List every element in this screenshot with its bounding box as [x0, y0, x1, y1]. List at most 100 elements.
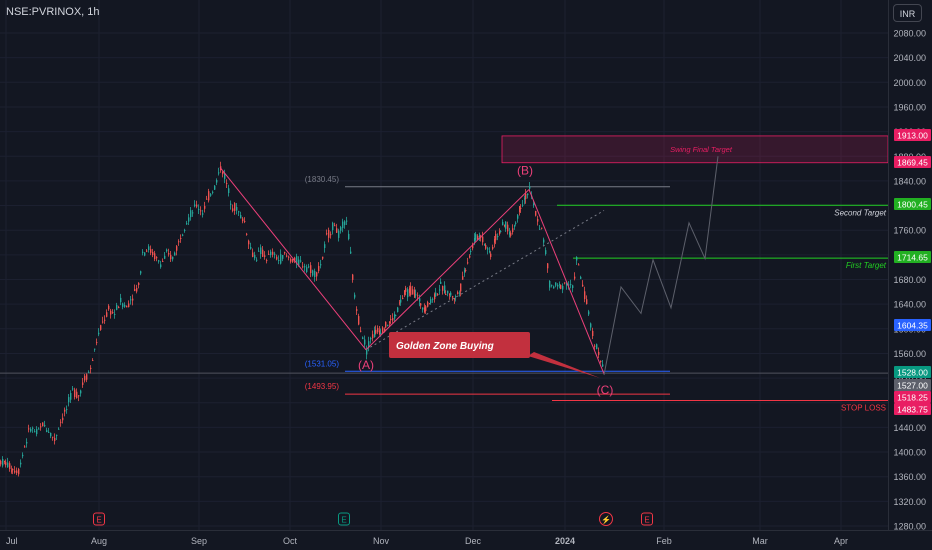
- candle-body: [535, 210, 537, 216]
- candle-body: [306, 267, 308, 273]
- candle-body: [407, 289, 409, 298]
- candle-body: [462, 276, 464, 280]
- earnings-icon: [641, 512, 653, 526]
- candle-body: [465, 269, 467, 271]
- candle-body: [68, 397, 70, 403]
- y-tick-label: 1520.00: [893, 374, 926, 384]
- candle-body: [412, 289, 414, 295]
- price-label-box: [894, 379, 931, 391]
- candle-body: [22, 454, 24, 457]
- candle-body: [590, 323, 592, 328]
- candle-body: [268, 253, 270, 255]
- candle-body: [318, 266, 320, 271]
- candle-body: [424, 307, 426, 312]
- x-tick-label: Oct: [283, 536, 298, 546]
- candle-body: [304, 266, 306, 268]
- candle-body: [156, 257, 158, 259]
- candle-body: [584, 291, 586, 300]
- price-label-box: [894, 403, 931, 415]
- candle-body: [24, 446, 26, 448]
- candle-body: [322, 256, 324, 259]
- candle-body: [470, 251, 472, 253]
- candle-body: [409, 287, 411, 294]
- candle-body: [405, 288, 407, 292]
- candle-body: [568, 284, 570, 286]
- candle-body: [160, 264, 162, 268]
- candle-body: [576, 256, 578, 261]
- earnings-icon: [338, 512, 350, 526]
- candle-body: [286, 255, 288, 257]
- candle-body: [110, 310, 112, 315]
- candle-body: [543, 239, 545, 243]
- candle-body: [176, 246, 178, 251]
- candle-body: [18, 468, 20, 475]
- golden-zone-callout: Golden Zone Buying: [389, 332, 600, 378]
- candle-body: [246, 233, 248, 235]
- price-label: 1714.65: [897, 253, 928, 263]
- price-label-box: [894, 366, 931, 378]
- candle-body: [452, 296, 454, 298]
- candle-body: [48, 431, 50, 433]
- candle-body: [114, 313, 116, 315]
- candle-body: [128, 303, 130, 308]
- candle-body: [559, 283, 561, 285]
- candle-body: [52, 436, 54, 438]
- candle-body: [108, 305, 110, 310]
- candle-body: [132, 298, 134, 301]
- candle-body: [92, 360, 94, 362]
- candle-body: [196, 204, 198, 207]
- candle-body: [238, 211, 240, 213]
- candle-body: [553, 286, 555, 289]
- candle-body: [116, 305, 118, 310]
- price-label: 1483.75: [897, 405, 928, 415]
- candle-body: [226, 182, 228, 184]
- candle-body: [64, 409, 66, 412]
- candle-body: [14, 470, 16, 473]
- candle-body: [479, 235, 481, 237]
- candle-body: [507, 224, 509, 232]
- candle-body: [402, 297, 404, 299]
- candle-body: [527, 193, 529, 196]
- price-label-box: [894, 251, 931, 263]
- candle-body: [280, 254, 282, 264]
- candle-body: [404, 290, 406, 295]
- event-marker: E: [93, 512, 105, 526]
- candle-body: [210, 194, 212, 196]
- candle-body: [382, 327, 384, 333]
- price-label-box: [894, 129, 931, 141]
- candle-body: [144, 252, 146, 256]
- candle-body: [582, 284, 584, 287]
- candle-body: [292, 259, 294, 262]
- candle-body: [350, 251, 352, 254]
- candle-body: [517, 215, 519, 219]
- currency-button[interactable]: INR: [893, 4, 922, 22]
- candle-body: [84, 375, 86, 381]
- candle-body: [324, 244, 326, 249]
- candle-body: [522, 204, 524, 206]
- candle-body: [266, 260, 268, 262]
- y-tick-label: 2080.00: [893, 29, 926, 39]
- candle-body: [340, 227, 342, 231]
- candle-body: [520, 207, 522, 209]
- candle-body: [469, 255, 471, 258]
- candle-body: [477, 235, 479, 240]
- candle-body: [509, 232, 511, 235]
- callout-pointer: [528, 352, 600, 378]
- candle-body: [162, 261, 164, 263]
- candle-body: [439, 289, 441, 291]
- candle-body: [602, 364, 604, 367]
- wave-label: (B): [517, 164, 533, 178]
- candle-body: [2, 458, 4, 466]
- candle-body: [504, 224, 506, 226]
- candle-body: [588, 311, 590, 315]
- price-label-box: [894, 391, 931, 403]
- candle-body: [492, 247, 494, 249]
- candle-body: [420, 303, 422, 306]
- candle-body: [457, 292, 459, 295]
- candle-body: [389, 321, 391, 323]
- candle-body: [74, 389, 76, 398]
- candle-body: [202, 213, 204, 215]
- candle-body: [574, 276, 576, 279]
- candle-body: [222, 171, 224, 175]
